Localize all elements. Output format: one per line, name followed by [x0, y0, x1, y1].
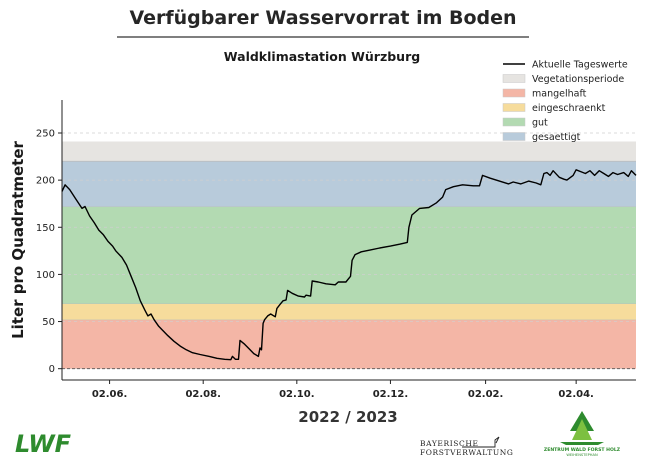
- legend: Aktuelle Tageswerte Vegetationsperiode man…: [502, 60, 628, 143]
- lion-mark-icon: [462, 436, 500, 448]
- x-tick-label: 02.02.: [468, 389, 503, 400]
- x-axis-label: 2022 / 2023: [298, 408, 397, 426]
- x-tick-label: 02.08.: [185, 389, 220, 400]
- series-line-Aktuelle Tageswerte: [61, 169, 637, 361]
- band-eingeschraenkt: [62, 303, 636, 320]
- legend-swatch-gut: [502, 117, 526, 127]
- zentrum-logo-line1: ZENTRUM WALD FORST HOLZ: [544, 447, 621, 453]
- bayerische-logo-line2: FORSTVERWALTUNG: [420, 448, 514, 457]
- logo-base-icon: [560, 442, 604, 445]
- lwf-logo: LWF: [15, 430, 72, 458]
- plot-area: 0 50 100 150 200 250 02.06. 02.08. 02.10. 02.12. 0…: [36, 100, 637, 400]
- x-tick-label: 02.12.: [373, 389, 408, 400]
- legend-swatch-gesaettigt: [502, 132, 526, 141]
- zentrum-logo-line2: WEIHENSTEPHAN: [566, 453, 598, 457]
- y-axis-label: Liter pro Quadratmeter: [9, 140, 27, 338]
- band-gut: [62, 206, 636, 304]
- tree-triangle-lower-icon: [572, 419, 592, 440]
- legend-label: gut: [532, 118, 548, 129]
- chart-title: Verfügbarer Wasservorrat im Boden: [129, 7, 516, 29]
- bayerische-forstverwaltung-logo: BAYERISCHE FORSTVERWALTUNG: [420, 436, 514, 457]
- band-gesaettigt: [62, 161, 636, 207]
- legend-label: gesaettigt: [532, 132, 581, 143]
- y-tick-label: 100: [36, 270, 55, 281]
- legend-label: eingeschraenkt: [532, 103, 606, 114]
- x-tick-label: 02.04.: [558, 389, 593, 400]
- legend-swatch-mangelhaft: [502, 88, 526, 98]
- legend-label: Vegetationsperiode: [532, 74, 624, 85]
- y-tick-label: 0: [49, 364, 55, 375]
- bayerische-logo-line1: BAYERISCHE: [420, 439, 479, 448]
- legend-swatch-Vegetationsperiode: [502, 74, 526, 83]
- y-tick-label: 200: [36, 176, 55, 187]
- legend-label: Aktuelle Tageswerte: [532, 60, 628, 71]
- y-tick-label: 250: [36, 128, 55, 139]
- zentrum-wald-forst-holz-logo: ZENTRUM WALD FORST HOLZ WEIHENSTEPHAN: [544, 411, 621, 457]
- legend-swatch-eingeschraenkt: [502, 103, 526, 112]
- lwf-logo-text: LWF: [15, 430, 72, 458]
- band-mangelhaft: [62, 319, 636, 369]
- y-tick-label: 150: [36, 223, 55, 234]
- x-tick-label: 02.06.: [92, 389, 127, 400]
- x-tick-label: 02.10.: [279, 389, 314, 400]
- legend-label: mangelhaft: [532, 89, 587, 100]
- y-tick-label: 50: [42, 317, 55, 328]
- chart-subtitle: Waldklimastation Würzburg: [224, 49, 420, 64]
